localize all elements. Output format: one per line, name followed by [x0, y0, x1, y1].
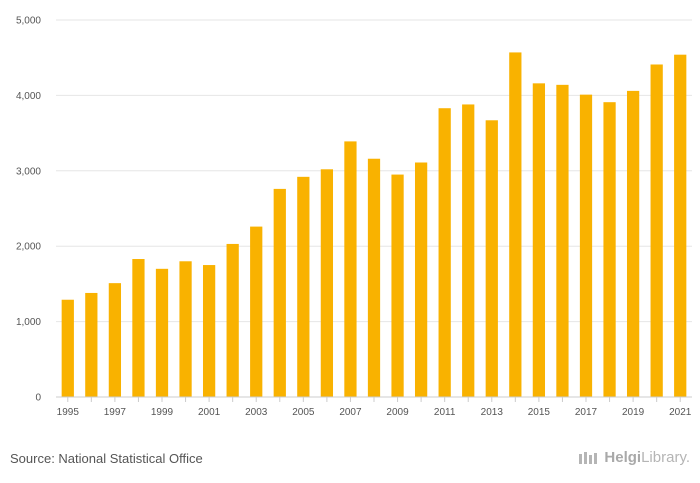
- bar-1997[interactable]: [108, 283, 122, 397]
- x-tick-label: 1997: [104, 407, 127, 418]
- bar-2003[interactable]: [250, 226, 263, 397]
- x-tick-label: 2021: [669, 407, 692, 418]
- bar-2001[interactable]: [202, 265, 216, 397]
- x-tick-label: 2003: [245, 407, 268, 418]
- bar-2010[interactable]: [414, 162, 428, 397]
- x-tick-label: 1995: [57, 407, 80, 418]
- source-note: Source: National Statistical Office: [10, 451, 203, 466]
- bar-2012[interactable]: [462, 104, 475, 397]
- x-tick-label: 1999: [151, 407, 174, 418]
- bar-2016[interactable]: [556, 84, 569, 398]
- helgi-library-logo[interactable]: HelgiLibrary.: [578, 449, 690, 466]
- x-tick-label: 2011: [434, 407, 456, 418]
- bar-2017[interactable]: [579, 94, 593, 397]
- bar-2011[interactable]: [438, 108, 451, 397]
- x-tick-label: 2009: [386, 407, 409, 418]
- y-tick-label: 2,000: [16, 242, 41, 253]
- bar-2018[interactable]: [603, 102, 616, 397]
- bar-2009[interactable]: [391, 174, 404, 397]
- x-tick-label: 2015: [528, 407, 551, 418]
- x-tick-label: 2001: [198, 407, 221, 418]
- library-columns-icon: [579, 451, 598, 464]
- bar-1998[interactable]: [132, 259, 145, 397]
- bar-2000[interactable]: [179, 261, 192, 397]
- y-axis-ticks: 0 1,000 2,000 3,000 4,000 5,000: [16, 16, 41, 404]
- bars: [61, 52, 687, 398]
- bar-2002[interactable]: [226, 243, 239, 397]
- x-tick-label: 2005: [292, 407, 315, 418]
- bar-1999[interactable]: [155, 268, 169, 397]
- x-tick-label: 2007: [339, 407, 362, 418]
- bar-2013[interactable]: [485, 120, 498, 398]
- bar-chart: 0 1,000 2,000 3,000 4,000 5,000 1995 1997 1999 2…: [16, 16, 692, 418]
- bar-2015[interactable]: [532, 83, 546, 397]
- bar-2008[interactable]: [367, 158, 381, 397]
- bar-2020[interactable]: [650, 64, 663, 398]
- x-axis-ticks: 1995 1997 1999 2001 2003 2005 2007 2009 2011 2013…: [57, 397, 692, 418]
- x-tick-label: 2017: [575, 407, 598, 418]
- bar-2014[interactable]: [509, 52, 522, 398]
- bar-2019[interactable]: [626, 90, 640, 397]
- bar-2006[interactable]: [320, 169, 334, 397]
- bar-2007[interactable]: [344, 141, 357, 397]
- bar-1996[interactable]: [85, 292, 98, 397]
- bar-2005[interactable]: [297, 176, 310, 397]
- y-tick-label: 4,000: [16, 91, 41, 102]
- y-tick-label: 5,000: [16, 16, 41, 27]
- bar-2004[interactable]: [273, 188, 286, 397]
- y-tick-label: 0: [35, 393, 41, 404]
- logo-text-rest: Library.: [641, 449, 690, 466]
- y-tick-label: 1,000: [16, 317, 41, 328]
- x-tick-label: 2013: [481, 407, 504, 418]
- bar-1995[interactable]: [61, 299, 74, 397]
- y-tick-label: 3,000: [16, 166, 41, 177]
- x-tick-label: 2019: [622, 407, 645, 418]
- logo-text-bold: Helgi: [604, 449, 642, 466]
- bar-2021[interactable]: [674, 54, 687, 398]
